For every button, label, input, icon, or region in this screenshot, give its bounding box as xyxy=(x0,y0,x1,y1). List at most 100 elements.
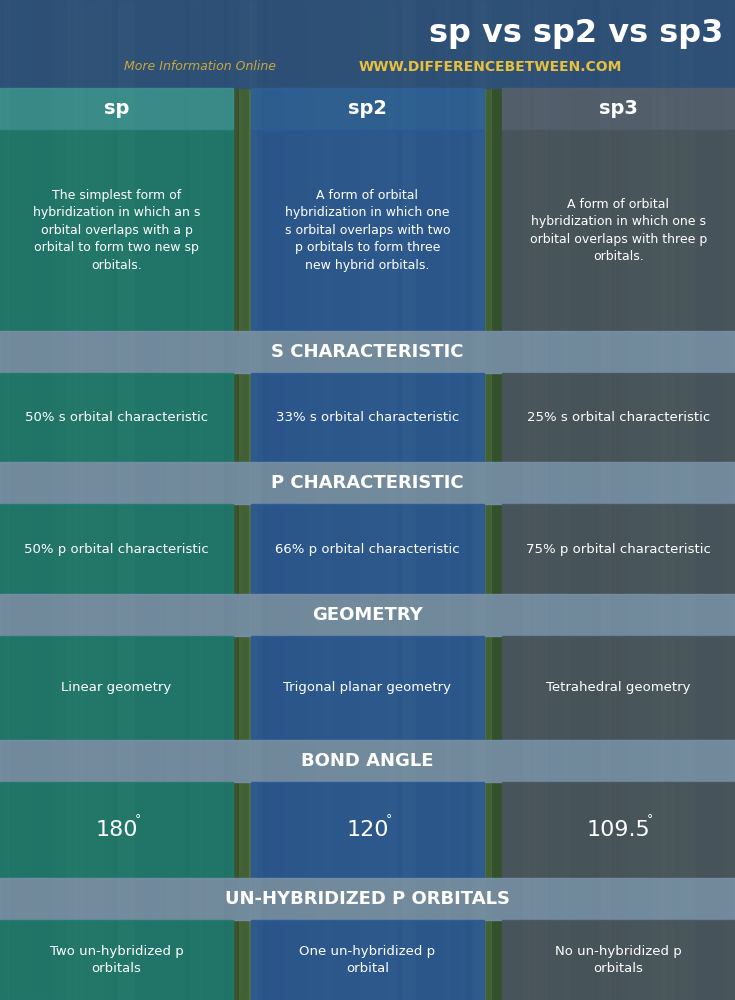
Text: GEOMETRY: GEOMETRY xyxy=(312,606,423,624)
Bar xyxy=(323,0,331,1000)
Bar xyxy=(502,130,735,331)
Bar xyxy=(251,373,484,462)
Text: °: ° xyxy=(647,813,653,826)
Bar xyxy=(239,0,251,1000)
Bar xyxy=(251,920,484,1000)
Bar xyxy=(251,130,484,331)
Bar xyxy=(412,0,437,1000)
Bar xyxy=(74,0,85,1000)
Bar xyxy=(0,462,735,504)
Bar xyxy=(440,0,467,1000)
Bar xyxy=(520,0,526,1000)
Text: 25% s orbital characteristic: 25% s orbital characteristic xyxy=(527,411,710,424)
Text: UN-HYBRIDIZED P ORBITALS: UN-HYBRIDIZED P ORBITALS xyxy=(225,890,510,908)
Text: 75% p orbital characteristic: 75% p orbital characteristic xyxy=(526,543,711,556)
Bar xyxy=(0,504,233,594)
Text: P CHARACTERISTIC: P CHARACTERISTIC xyxy=(271,474,464,492)
Bar xyxy=(88,0,111,1000)
Bar xyxy=(390,0,395,1000)
Bar xyxy=(224,0,232,1000)
Text: S CHARACTERISTIC: S CHARACTERISTIC xyxy=(271,343,464,361)
Text: WWW.DIFFERENCEBETWEEN.COM: WWW.DIFFERENCEBETWEEN.COM xyxy=(358,60,622,74)
Text: BOND ANGLE: BOND ANGLE xyxy=(301,752,434,770)
Bar xyxy=(494,0,518,1000)
Bar xyxy=(0,331,735,373)
Bar xyxy=(0,878,735,920)
Text: 33% s orbital characteristic: 33% s orbital characteristic xyxy=(276,411,459,424)
Bar xyxy=(614,0,627,1000)
Bar xyxy=(384,0,400,1000)
Bar xyxy=(440,0,449,1000)
Bar xyxy=(137,0,165,1000)
Bar xyxy=(535,0,550,1000)
Bar xyxy=(404,0,415,1000)
Bar xyxy=(190,0,201,1000)
Bar xyxy=(458,0,471,1000)
Bar xyxy=(725,0,735,1000)
Bar xyxy=(4,0,9,1000)
Bar xyxy=(68,0,82,1000)
Bar xyxy=(0,740,735,782)
Bar xyxy=(534,0,548,1000)
Bar xyxy=(478,0,491,1000)
Bar xyxy=(502,373,735,462)
Text: sp3: sp3 xyxy=(599,100,638,118)
Bar xyxy=(359,0,390,1000)
Bar xyxy=(4,0,29,1000)
Bar xyxy=(0,0,735,88)
Bar xyxy=(0,373,233,462)
Bar xyxy=(25,0,53,1000)
Bar xyxy=(183,0,198,1000)
Text: sp: sp xyxy=(104,100,129,118)
Bar xyxy=(652,0,664,1000)
Text: 66% p orbital characteristic: 66% p orbital characteristic xyxy=(275,543,460,556)
Bar xyxy=(0,594,735,636)
Bar xyxy=(0,88,233,130)
Bar xyxy=(474,0,484,1000)
Bar xyxy=(502,88,735,130)
Bar xyxy=(593,0,621,1000)
Bar xyxy=(570,0,598,1000)
Bar xyxy=(263,0,271,1000)
Bar xyxy=(81,0,92,1000)
Bar xyxy=(502,782,735,878)
Bar xyxy=(12,0,30,1000)
Bar xyxy=(229,0,242,1000)
Text: No un-hybridized p
orbitals: No un-hybridized p orbitals xyxy=(555,945,682,975)
Bar xyxy=(251,636,484,740)
Text: °: ° xyxy=(135,813,141,826)
Bar xyxy=(286,0,298,1000)
Bar xyxy=(376,0,391,1000)
Bar xyxy=(0,920,233,1000)
Bar xyxy=(487,0,500,1000)
Bar xyxy=(168,0,175,1000)
Bar xyxy=(502,920,735,1000)
Bar xyxy=(0,782,233,878)
Text: sp vs sp2 vs sp3: sp vs sp2 vs sp3 xyxy=(429,18,723,49)
Bar xyxy=(262,0,274,1000)
Bar xyxy=(318,0,330,1000)
Bar xyxy=(698,0,727,1000)
Bar xyxy=(466,0,484,1000)
Bar xyxy=(79,0,85,1000)
Bar xyxy=(0,636,233,740)
Bar xyxy=(0,130,233,331)
Bar xyxy=(43,0,69,1000)
Bar xyxy=(268,0,296,1000)
Bar xyxy=(469,0,496,1000)
Bar xyxy=(465,0,492,1000)
Bar xyxy=(118,0,147,1000)
Text: Trigonal planar geometry: Trigonal planar geometry xyxy=(284,681,451,694)
Text: Tetrahedral geometry: Tetrahedral geometry xyxy=(546,681,691,694)
Bar xyxy=(601,0,628,1000)
Bar xyxy=(135,0,148,1000)
Bar xyxy=(251,504,484,594)
Bar xyxy=(502,504,735,594)
Bar xyxy=(378,0,398,1000)
Bar xyxy=(102,0,115,1000)
Text: The simplest form of
hybridization in which an s
orbital overlaps with a p
orbit: The simplest form of hybridization in wh… xyxy=(33,189,200,272)
Text: 180: 180 xyxy=(96,820,137,840)
Bar xyxy=(185,0,202,1000)
Text: Two un-hybridized p
orbitals: Two un-hybridized p orbitals xyxy=(50,945,183,975)
Bar xyxy=(402,0,412,1000)
